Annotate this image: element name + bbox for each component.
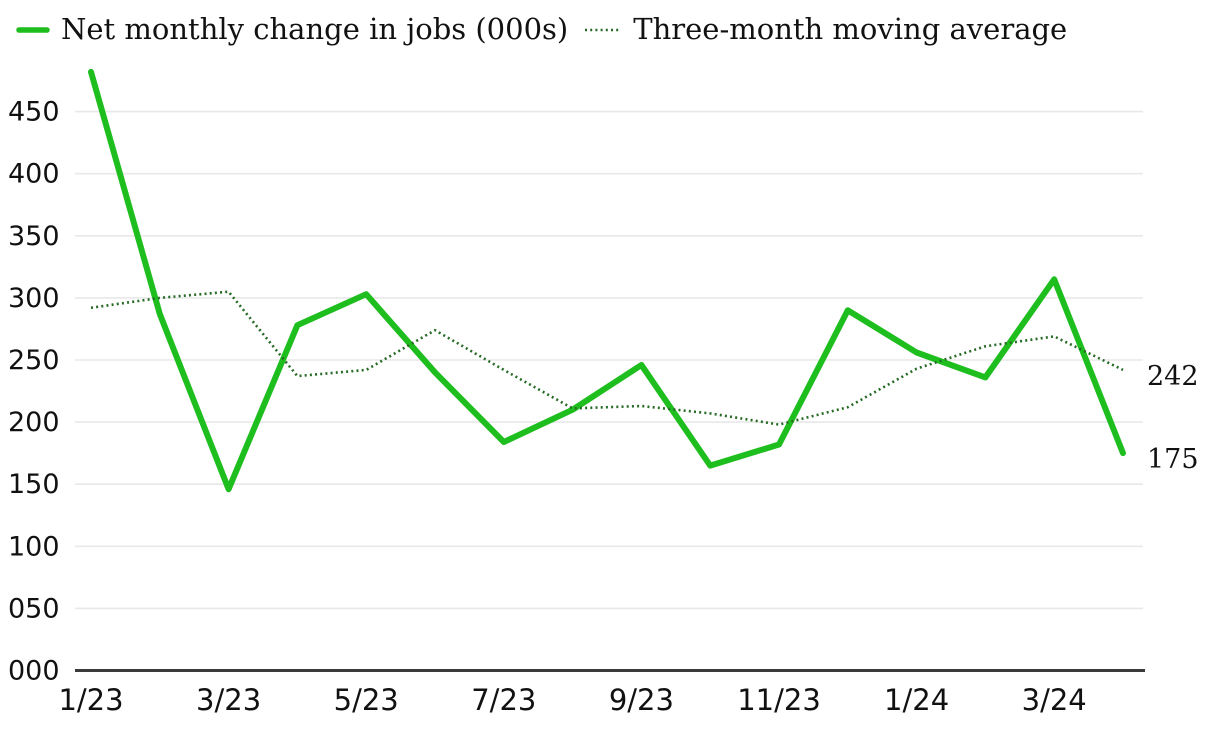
x-tick-label: 7/23 [471,683,536,717]
series-line-moving-average [90,290,1124,426]
y-tick-label: 050 [8,593,60,624]
x-tick-label: 1/23 [58,683,123,717]
legend-item-net-monthly-change: Net monthly change in jobs (000s) [16,12,569,46]
x-tick-label: 3/23 [196,683,261,717]
end-value-label: 242 [1147,361,1199,392]
y-tick-label: 450 [8,97,60,128]
y-tick-label: 100 [8,531,60,562]
legend-label-net-monthly-change: Net monthly change in jobs (000s) [61,12,569,46]
y-tick-label: 200 [8,407,60,438]
x-tick-label: 11/23 [737,683,821,717]
y-tick-label: 250 [8,345,60,376]
y-tick-label: 150 [8,469,60,500]
y-tick-label: 300 [8,283,60,314]
x-tick-label: 9/23 [609,683,674,717]
legend-label-moving-average: Three-month moving average [633,12,1068,46]
end-value-label: 175 [1147,444,1199,475]
legend-item-moving-average: Three-month moving average [584,12,1068,46]
y-tick-label: 000 [8,656,60,687]
y-tick-label: 350 [8,221,60,252]
x-tick-label: 3/24 [1022,683,1087,717]
chart-legend: Net monthly change in jobs (000s) Three-… [16,12,1068,46]
dotted-line-swatch-icon [585,28,622,32]
solid-line-swatch-icon [16,27,50,33]
x-tick-label: 1/24 [884,683,949,717]
series-line-jobs [88,68,1126,493]
x-tick-label: 5/23 [334,683,399,717]
y-tick-label: 400 [8,159,60,190]
